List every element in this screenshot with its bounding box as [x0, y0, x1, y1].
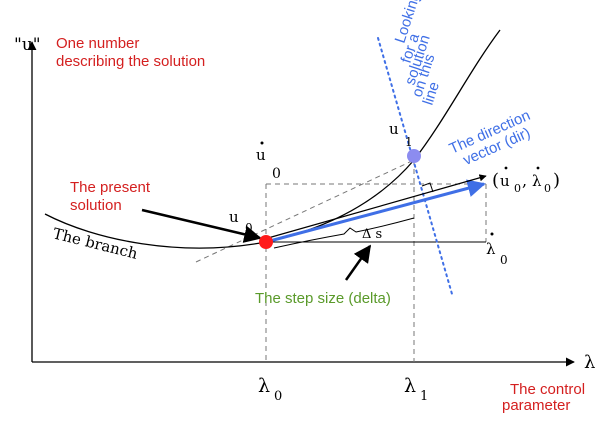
tuple-u-sub: 0 [514, 182, 521, 195]
tuple-pointer-arrow [267, 174, 487, 239]
tuple-comma: , [522, 171, 527, 190]
lambda1-tick-sub: 1 [420, 389, 428, 404]
udot0-dot [260, 141, 264, 145]
lambdadot0-label-sub: 0 [500, 253, 508, 267]
udot0-label-sub: 0 [272, 166, 281, 182]
tuple-u: u [500, 172, 510, 190]
y-axis-caption-line1: One number [56, 35, 139, 52]
present-solution-point [259, 235, 273, 249]
dashed-tangent-line [195, 159, 415, 263]
present-solution-label-line1: The present [70, 179, 151, 196]
present-solution-arrow [141, 208, 262, 243]
x-axis-caption-line2: parameter [502, 397, 570, 414]
tuple-lambda-dot [536, 166, 540, 170]
next-solution-point [407, 149, 421, 163]
direction-vector-arrow [265, 179, 486, 244]
tuple-u-dot [504, 166, 508, 170]
tuple-open-paren: ( [492, 170, 499, 191]
lambdadot0-dot [490, 232, 494, 236]
y-axis-caption-line2: describing the solution [56, 53, 205, 70]
branch-label: The branch [51, 224, 140, 263]
x-axis-label: λ [584, 352, 595, 373]
u1-point-label: u [389, 120, 399, 138]
lambda1-tick: λ [404, 375, 416, 397]
delta-s-label: Δ s [362, 227, 382, 242]
dashed-guides [195, 159, 487, 362]
u0-point-label-sub: 0 [245, 221, 253, 235]
y-axis-label: "u" [14, 35, 41, 55]
x-axis-caption-line1: The control [510, 381, 585, 398]
direction-tuple-label: ( u 0 , λ 0 ) [492, 166, 560, 195]
tuple-close-paren: ) [553, 170, 560, 191]
lambda0-tick-sub: 0 [274, 389, 282, 404]
delta-s-brace [273, 217, 415, 249]
tuple-lambda: λ [532, 172, 542, 190]
search-line [377, 37, 453, 295]
looking-label-line5: line [420, 80, 443, 107]
direction-vector-label: The direction vector (dir) [447, 107, 533, 169]
u0-point-label: u [229, 208, 239, 226]
lambdadot0-label: λ [486, 240, 496, 258]
present-solution-label-line2: solution [70, 197, 122, 214]
lambda0-tick: λ [258, 375, 270, 397]
u1-point-label-sub: 1 [405, 135, 413, 149]
step-size-label: The step size (delta) [255, 290, 391, 307]
udot0-label: u [256, 146, 266, 164]
tuple-lambda-sub: 0 [544, 182, 551, 195]
step-size-arrow [344, 244, 372, 281]
right-angle-mark [421, 182, 434, 193]
